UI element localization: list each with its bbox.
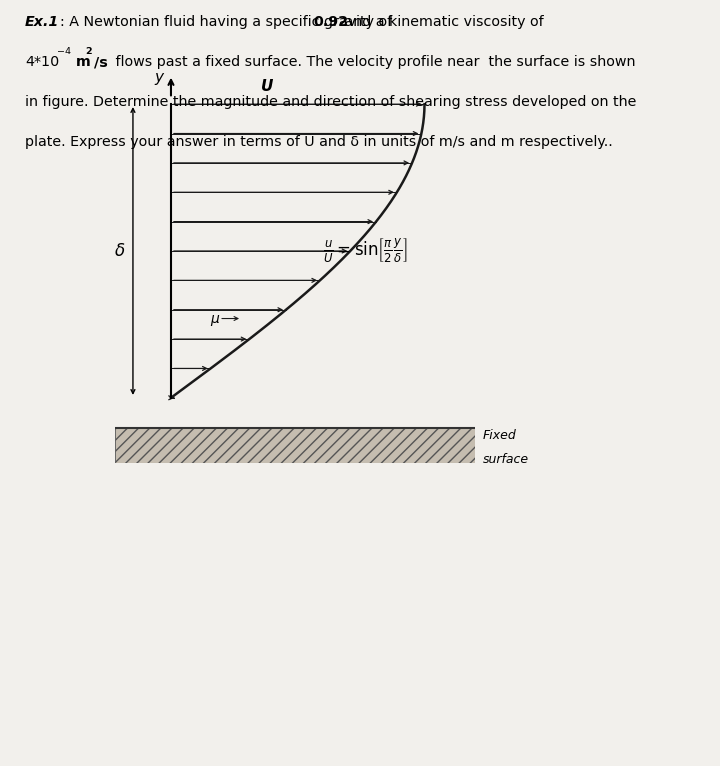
Text: 0.92: 0.92 (313, 15, 348, 29)
Text: in figure. Determine the magnitude and direction of shearing stress developed on: in figure. Determine the magnitude and d… (25, 95, 636, 109)
Text: plate. Express your answer in terms of U and δ in units of m/s and m respectivel: plate. Express your answer in terms of U… (25, 135, 613, 149)
Text: 4*10: 4*10 (25, 55, 60, 69)
Text: 2: 2 (86, 47, 92, 57)
Text: −4: −4 (57, 47, 71, 57)
Text: $\frac{u}{U}=\sin\!\left[\frac{\pi}{2}\frac{y}{\delta}\right]$: $\frac{u}{U}=\sin\!\left[\frac{\pi}{2}\f… (323, 237, 408, 265)
Text: Ex.1: Ex.1 (25, 15, 60, 29)
Text: and a kinematic viscosity of: and a kinematic viscosity of (340, 15, 544, 29)
Text: surface: surface (482, 453, 528, 466)
Text: /s: /s (94, 55, 107, 69)
Text: Fixed: Fixed (482, 429, 516, 442)
Text: μ: μ (210, 312, 219, 326)
Text: flows past a fixed surface. The velocity profile near  the surface is shown: flows past a fixed surface. The velocity… (111, 55, 635, 69)
Bar (115, 428, 475, 463)
Text: : A Newtonian fluid having a specific gravity of: : A Newtonian fluid having a specific gr… (60, 15, 397, 29)
Text: U: U (261, 79, 274, 94)
Text: y: y (154, 70, 163, 85)
Text: δ: δ (115, 242, 125, 260)
Text: m: m (71, 55, 91, 69)
